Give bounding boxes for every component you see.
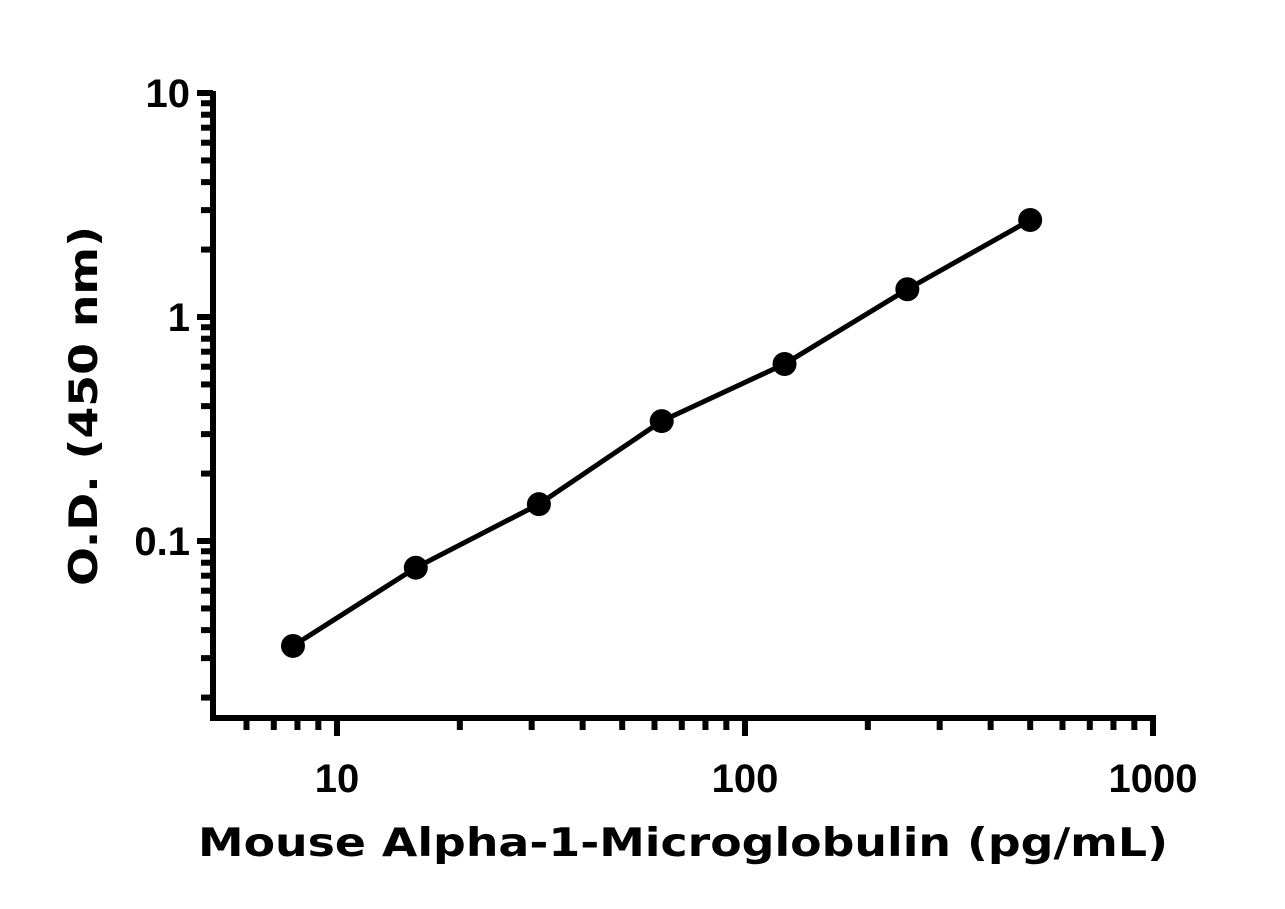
y-axis [197, 90, 216, 721]
data-point-marker [403, 555, 428, 580]
data-point-marker [1018, 208, 1043, 233]
data-series [280, 208, 1043, 658]
data-point-marker [526, 492, 551, 517]
x-axis-title: Mouse Alpha-1-Microglobulin (pg/mL) [198, 821, 1168, 866]
y-tick-label-10: 10 [146, 72, 191, 116]
data-point-marker [772, 351, 797, 376]
x-axis [210, 715, 1156, 736]
data-point-marker [649, 409, 674, 434]
y-tick-label-0.1: 0.1 [134, 520, 190, 564]
data-point-marker [895, 277, 920, 302]
x-tick-label-1000: 1000 [1109, 757, 1198, 801]
y-tick-label-1: 1 [168, 296, 190, 340]
x-tick-label-100: 100 [712, 757, 779, 801]
data-point-marker [280, 633, 305, 658]
y-axis-title: O.D. (450 nm) [62, 226, 107, 586]
x-tick-label-10: 10 [315, 757, 360, 801]
